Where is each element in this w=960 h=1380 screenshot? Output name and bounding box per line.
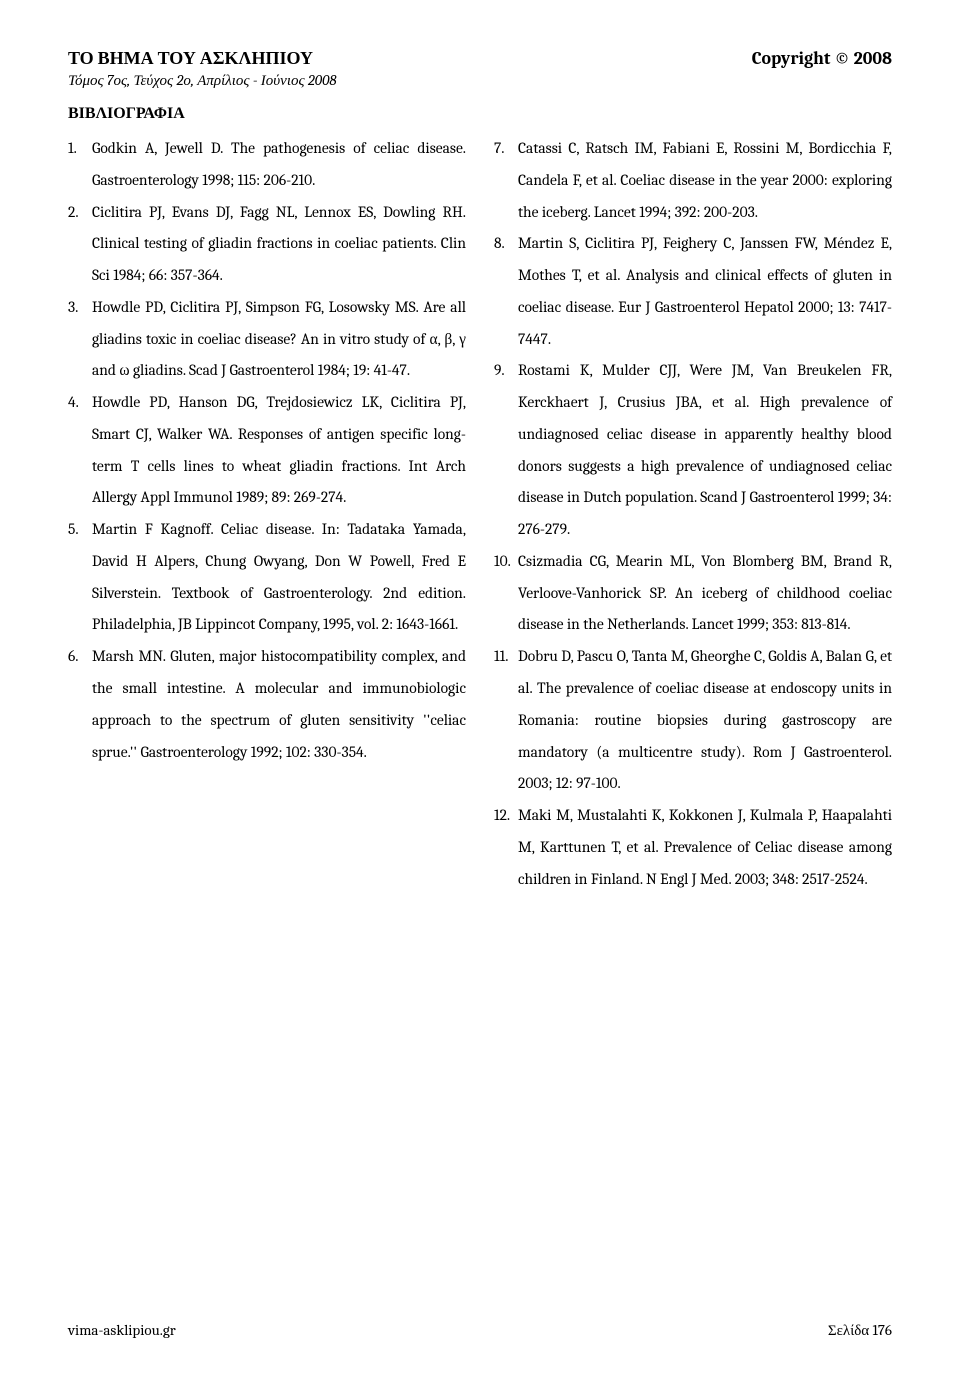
reference-item: 8.Martin S, Ciclitira PJ, Feighery C, Ja… [494, 228, 892, 355]
bibliography-heading: ΒΙΒΛΙΟΓΡΑΦΙΑ [68, 104, 892, 123]
reference-text: Maki M, Mustalahti K, Kokkonen J, Kulmal… [518, 800, 892, 895]
reference-text: Csizmadia CG, Mearin ML, Von Blomberg BM… [518, 546, 892, 641]
reference-text: Dobru D, Pascu O, Tanta M, Gheorghe C, G… [518, 641, 892, 800]
left-column: 1.Godkin A, Jewell D. The pathogenesis o… [68, 133, 466, 895]
footer-page-number: Σελίδα 176 [828, 1321, 892, 1340]
reference-number: 2. [68, 197, 92, 292]
reference-text: Marsh MN. Gluten, major histocompatibili… [92, 641, 466, 768]
reference-text: Ciclitira PJ, Evans DJ, Fagg NL, Lennox … [92, 197, 466, 292]
reference-item: 9.Rostami K, Mulder CJJ, Were JM, Van Br… [494, 355, 892, 546]
page-footer: vima-asklipiou.gr Σελίδα 176 [68, 1321, 892, 1340]
reference-item: 2.Ciclitira PJ, Evans DJ, Fagg NL, Lenno… [68, 197, 466, 292]
reference-number: 12. [494, 800, 518, 895]
reference-item: 10.Csizmadia CG, Mearin ML, Von Blomberg… [494, 546, 892, 641]
reference-item: 3.Howdle PD, Ciclitira PJ, Simpson FG, L… [68, 292, 466, 387]
reference-number: 1. [68, 133, 92, 197]
reference-number: 5. [68, 514, 92, 641]
reference-item: 12.Maki M, Mustalahti K, Kokkonen J, Kul… [494, 800, 892, 895]
reference-text: Rostami K, Mulder CJJ, Were JM, Van Breu… [518, 355, 892, 546]
copyright-notice: Copyright © 2008 [752, 48, 892, 69]
reference-number: 10. [494, 546, 518, 641]
reference-text: Godkin A, Jewell D. The pathogenesis of … [92, 133, 466, 197]
reference-number: 3. [68, 292, 92, 387]
reference-text: Martin F Kagnoff. Celiac disease. In: Ta… [92, 514, 466, 641]
reference-number: 6. [68, 641, 92, 768]
journal-subtitle: Τόμος 7ος, Τεύχος 2ο, Απρίλιος - Ιούνιος… [68, 71, 892, 90]
reference-text: Howdle PD, Hanson DG, Trejdosiewicz LK, … [92, 387, 466, 514]
journal-title: ΤΟ ΒΗΜΑ ΤΟΥ ΑΣΚΛΗΠΙΟΥ [68, 48, 313, 69]
reference-item: 1.Godkin A, Jewell D. The pathogenesis o… [68, 133, 466, 197]
reference-number: 7. [494, 133, 518, 228]
reference-item: 11.Dobru D, Pascu O, Tanta M, Gheorghe C… [494, 641, 892, 800]
reference-number: 8. [494, 228, 518, 355]
reference-text: Howdle PD, Ciclitira PJ, Simpson FG, Los… [92, 292, 466, 387]
reference-item: 4.Howdle PD, Hanson DG, Trejdosiewicz LK… [68, 387, 466, 514]
footer-url: vima-asklipiou.gr [68, 1321, 176, 1340]
reference-text: Martin S, Ciclitira PJ, Feighery C, Jans… [518, 228, 892, 355]
references-columns: 1.Godkin A, Jewell D. The pathogenesis o… [68, 133, 892, 895]
reference-number: 11. [494, 641, 518, 800]
reference-item: 6.Marsh MN. Gluten, major histocompatibi… [68, 641, 466, 768]
reference-text: Catassi C, Ratsch IM, Fabiani E, Rossini… [518, 133, 892, 228]
reference-number: 4. [68, 387, 92, 514]
reference-number: 9. [494, 355, 518, 546]
page-header: ΤΟ ΒΗΜΑ ΤΟΥ ΑΣΚΛΗΠΙΟΥ Copyright © 2008 [68, 48, 892, 69]
reference-item: 5.Martin F Kagnoff. Celiac disease. In: … [68, 514, 466, 641]
reference-item: 7.Catassi C, Ratsch IM, Fabiani E, Rossi… [494, 133, 892, 228]
right-column: 7.Catassi C, Ratsch IM, Fabiani E, Rossi… [494, 133, 892, 895]
